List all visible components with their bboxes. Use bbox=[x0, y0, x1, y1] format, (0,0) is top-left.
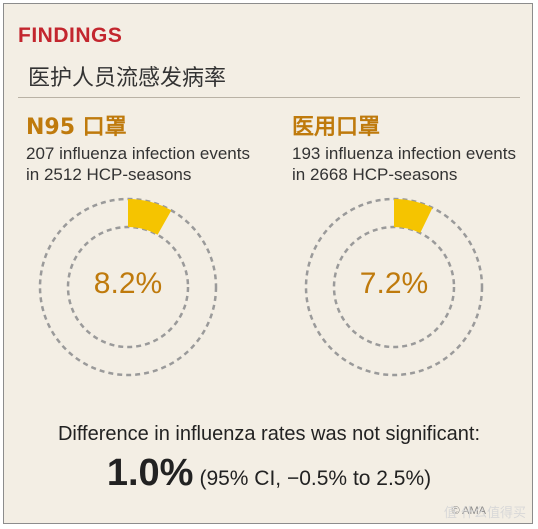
panel-title: N95 口罩 bbox=[26, 115, 127, 140]
watermark: 值 什么值得买 bbox=[443, 506, 526, 521]
copyright: © AMA bbox=[451, 505, 486, 517]
rate-slice bbox=[394, 199, 433, 234]
seasons-line: in 2668 HCP-seasons bbox=[292, 165, 458, 184]
confidence-interval: (95% CI, −0.5% to 2.5%) bbox=[199, 467, 432, 490]
rate-label: 8.2% bbox=[93, 267, 163, 300]
difference-summary: 1.0% (95% CI, −0.5% to 2.5%) bbox=[4, 452, 532, 495]
difference-value: 1.0% bbox=[106, 452, 194, 494]
surgical-mask-panel: 医用口罩 193 influenza infection events in 2… bbox=[284, 107, 532, 407]
panel-title: 医用口罩 bbox=[292, 115, 381, 140]
events-line: 193 influenza infection events bbox=[292, 144, 516, 163]
donut-chart bbox=[38, 197, 218, 377]
events-line: 207 influenza infection events bbox=[26, 144, 250, 163]
seasons-line: in 2512 HCP-seasons bbox=[26, 165, 192, 184]
infographic-frame: FINDINGS 医护人员流感发病率 N95 口罩 207 influenza … bbox=[3, 3, 533, 524]
findings-label: FINDINGS bbox=[18, 24, 123, 47]
difference-statement: Difference in influenza rates was not si… bbox=[57, 423, 481, 445]
page-title: 医护人员流感发病率 bbox=[28, 66, 227, 91]
n95-panel: N95 口罩 207 influenza infection events in… bbox=[18, 107, 268, 407]
divider bbox=[18, 97, 520, 98]
donut-chart bbox=[304, 197, 484, 377]
rate-label: 7.2% bbox=[359, 267, 429, 300]
rate-slice bbox=[128, 199, 172, 235]
